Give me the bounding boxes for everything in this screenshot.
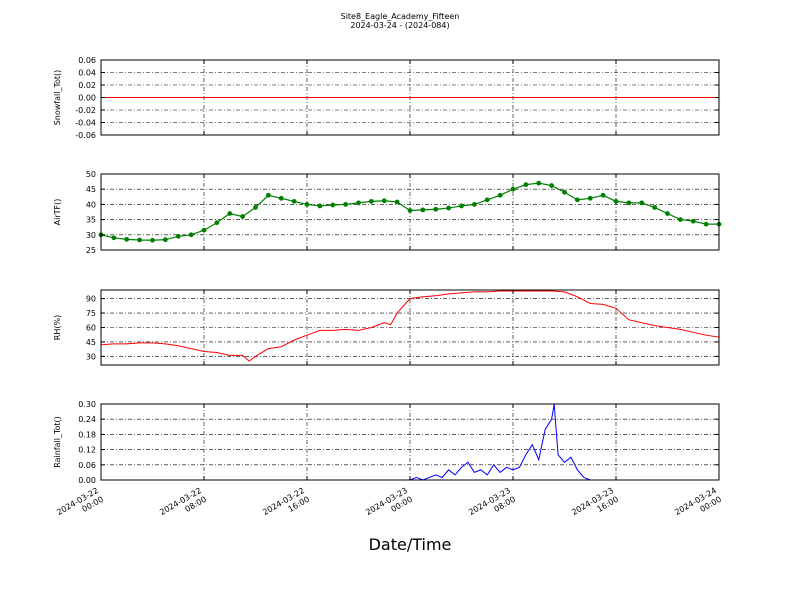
airtf-point-12 xyxy=(253,205,258,210)
airtf-point-23 xyxy=(394,199,400,205)
airtf-point-4 xyxy=(150,237,155,243)
x-axis-label: Date/Time xyxy=(369,535,452,554)
airtf-point-28 xyxy=(459,203,464,209)
airtf-point-10 xyxy=(227,211,233,216)
rh-series-line xyxy=(100,290,720,362)
snowfall-ytick-label-6: 0.06 xyxy=(78,56,96,65)
airtf-point-21 xyxy=(368,198,374,204)
airtf-point-11 xyxy=(240,214,246,219)
rainfall-ylabel: Rainfall_Tot() xyxy=(53,416,62,468)
rainfall-ytick-label-4: 0.24 xyxy=(78,415,96,424)
xtick-label-3: 2024-03-2300:00 xyxy=(364,486,414,526)
rh-ytick-label-4: 90 xyxy=(86,295,96,304)
airtf-point-44 xyxy=(665,211,670,216)
airtf-point-46 xyxy=(690,218,696,224)
airtf-point-43 xyxy=(652,205,658,210)
airtf-point-17 xyxy=(317,203,323,209)
snowfall-ytick-label-5: 0.04 xyxy=(78,69,96,78)
xtick-label-2: 2024-03-2216:00 xyxy=(261,486,311,526)
airtf-ytick-label-2: 35 xyxy=(86,216,96,225)
rh-ytick-label-2: 60 xyxy=(86,324,96,333)
airtf-point-3 xyxy=(137,237,143,243)
airtf-point-6 xyxy=(175,233,181,239)
airtf-point-1 xyxy=(111,235,117,241)
airtf-point-29 xyxy=(471,202,477,207)
xtick-label-5: 2024-03-2316:00 xyxy=(570,486,620,526)
airtf-point-32 xyxy=(510,186,516,192)
airtf-point-38 xyxy=(587,195,593,201)
chart-title: Site8_Eagle_Academy_Fifteen xyxy=(340,12,460,21)
airtf-point-47 xyxy=(703,221,709,227)
airtf-point-19 xyxy=(343,202,349,207)
airtf-point-8 xyxy=(201,227,207,233)
airtf-point-36 xyxy=(562,189,567,195)
snowfall-ytick-label-3: 0.00 xyxy=(78,94,96,103)
airtf-point-14 xyxy=(278,195,284,201)
airtf-point-5 xyxy=(162,237,168,243)
xtick-label-0: 2024-03-2200:00 xyxy=(55,486,105,526)
rainfall-ytick-label-0: 0.00 xyxy=(78,476,96,485)
rainfall-ytick-label-1: 0.06 xyxy=(78,461,96,470)
snowfall-ytick-label-2: -0.02 xyxy=(75,106,96,115)
airtf-point-7 xyxy=(188,232,194,238)
rh-ytick-label-1: 45 xyxy=(86,338,96,347)
airtf-point-45 xyxy=(677,217,683,223)
airtf-point-22 xyxy=(381,198,387,204)
chart-subtitle: 2024-03-24 - (2024-084) xyxy=(350,21,450,30)
xtick-label-6: 2024-03-2400:00 xyxy=(673,486,723,526)
snowfall-ylabel: Snowfall_Tot() xyxy=(53,70,62,126)
airtf-point-27 xyxy=(446,205,452,211)
xtick-label-4: 2024-03-2308:00 xyxy=(467,486,517,526)
airtf-point-16 xyxy=(304,202,310,207)
airtf-point-24 xyxy=(407,208,413,213)
rainfall-series-line xyxy=(101,403,719,481)
airtf-point-25 xyxy=(420,207,426,213)
airtf-point-26 xyxy=(433,206,439,212)
snowfall-ytick-label-4: 0.02 xyxy=(78,81,96,90)
airtf-point-31 xyxy=(497,192,503,198)
airtf-point-42 xyxy=(639,200,645,206)
airtf-ytick-label-0: 25 xyxy=(86,246,96,255)
airtf-point-35 xyxy=(549,183,555,188)
rh-ytick-label-3: 75 xyxy=(86,309,96,318)
airtf-point-20 xyxy=(356,200,361,206)
airtf-point-33 xyxy=(523,182,529,188)
airtf-point-15 xyxy=(291,198,297,204)
airtf-point-18 xyxy=(330,202,336,208)
airtf-point-2 xyxy=(124,236,130,242)
rainfall-ytick-label-2: 0.12 xyxy=(78,446,96,455)
airtf-point-37 xyxy=(574,197,580,203)
airtf-point-41 xyxy=(626,200,632,206)
airtf-point-40 xyxy=(613,198,619,204)
airtf-ytick-label-3: 40 xyxy=(86,200,96,209)
snowfall-ytick-label-1: -0.04 xyxy=(75,119,96,128)
airtf-point-9 xyxy=(214,220,220,226)
airtf-point-13 xyxy=(265,192,271,198)
airtf-point-34 xyxy=(536,180,542,186)
snowfall-ytick-label-0: -0.06 xyxy=(75,131,96,140)
xtick-label-1: 2024-03-2208:00 xyxy=(158,486,208,526)
rainfall-ytick-label-5: 0.30 xyxy=(78,400,96,409)
airtf-point-39 xyxy=(600,192,606,198)
rainfall-ytick-label-3: 0.18 xyxy=(78,430,96,439)
airtf-ytick-label-1: 30 xyxy=(86,231,96,240)
airtf-ylabel: AirTF() xyxy=(53,199,62,226)
airtf-point-30 xyxy=(484,197,490,203)
airtf-ytick-label-4: 45 xyxy=(86,185,96,194)
rh-ytick-label-0: 30 xyxy=(86,352,96,361)
rh-ylabel: RH(%) xyxy=(53,315,62,340)
airtf-ytick-label-5: 50 xyxy=(86,170,96,179)
